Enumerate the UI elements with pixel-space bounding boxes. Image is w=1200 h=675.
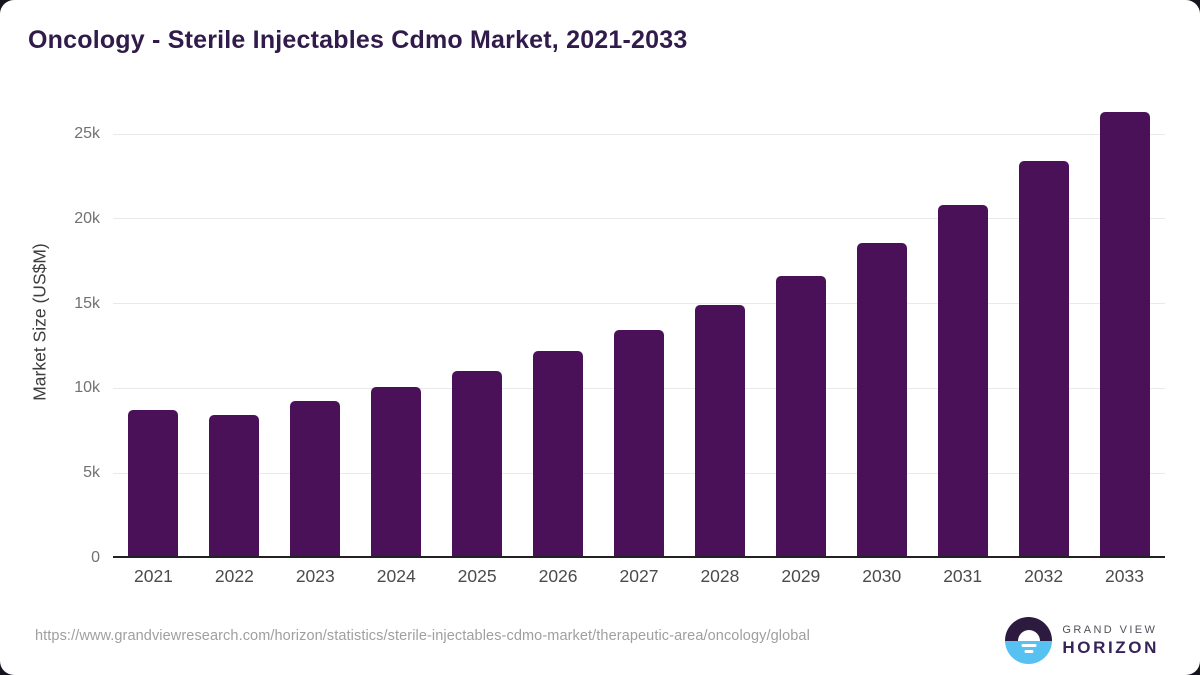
logo-ripple-2 — [1024, 649, 1034, 653]
gridline — [113, 218, 1165, 220]
bars-container — [113, 95, 1165, 558]
brand-logo: GRAND VIEW HORIZON — [1005, 617, 1159, 664]
bar-2027 — [613, 329, 664, 558]
x-tick-label: 2022 — [214, 566, 254, 586]
logo-ripple-1 — [1021, 643, 1037, 647]
x-tick-label: 2031 — [943, 566, 983, 586]
bar-2025 — [452, 371, 503, 558]
logo-grand-view-text: GRAND VIEW — [1062, 623, 1158, 636]
x-tick-label: 2023 — [295, 566, 335, 586]
logo-text: GRAND VIEW HORIZON — [1062, 624, 1159, 658]
x-tick-label: 2026 — [538, 566, 578, 586]
plot-area — [113, 95, 1165, 558]
x-tick-label: 2024 — [376, 566, 416, 586]
logo-horizon-text: HORIZON — [1062, 637, 1159, 657]
bar-slot — [841, 95, 922, 558]
y-axis-tick-labels: 0 5k 10k 15k 20k 25k — [20, 95, 100, 566]
y-tick-label: 10k — [74, 379, 100, 397]
bar-slot — [275, 95, 356, 558]
bar-slot — [113, 95, 194, 558]
bar-2022 — [209, 414, 260, 558]
logo-sky-half — [1005, 617, 1053, 641]
gridline — [113, 133, 1165, 135]
y-tick-label: 25k — [74, 125, 100, 142]
chart-title: Oncology - Sterile Injectables Cdmo Mark… — [28, 26, 688, 54]
bar-2023 — [290, 400, 341, 558]
x-tick-label: 2030 — [862, 566, 902, 586]
y-tick-label: 20k — [74, 209, 100, 227]
bar-2024 — [371, 387, 422, 558]
bar-slot — [599, 95, 680, 558]
bar-2026 — [533, 351, 584, 558]
bar-2032 — [1018, 161, 1069, 558]
x-tick-label: 2032 — [1024, 566, 1064, 586]
bar-2033 — [1099, 111, 1150, 558]
horizon-sunset-logo-icon — [1005, 617, 1053, 664]
bar-slot — [437, 95, 518, 558]
bar-slot — [679, 95, 760, 558]
bar-slot — [194, 95, 275, 558]
x-axis-line — [113, 556, 1165, 558]
bar-slot — [1084, 95, 1165, 558]
bar-slot — [356, 95, 437, 558]
bar-slot — [922, 95, 1003, 558]
bar-2030 — [856, 242, 907, 558]
logo-sun-shape — [1017, 629, 1040, 641]
x-tick-label: 2027 — [619, 566, 659, 586]
y-tick-label: 15k — [74, 294, 100, 312]
bar-slot — [518, 95, 599, 558]
x-tick-label: 2028 — [700, 566, 740, 586]
x-tick-label: 2033 — [1105, 566, 1144, 586]
x-tick-label: 2029 — [781, 566, 821, 586]
bar-slot — [760, 95, 841, 558]
bar-2021 — [128, 409, 179, 558]
bar-2031 — [937, 204, 988, 558]
y-tick-label: 0 — [91, 549, 100, 566]
x-axis-tick-labels: 2021 2022 2023 2024 2025 2026 2027 2028 2029 2030… — [113, 566, 1165, 587]
bar-2028 — [694, 304, 745, 558]
y-tick-label: 5k — [83, 464, 100, 482]
bar-2029 — [775, 275, 826, 558]
gridline — [113, 303, 1165, 305]
source-url: https://www.grandviewresearch.com/horizo… — [35, 628, 810, 644]
x-tick-label: 2021 — [133, 566, 173, 586]
x-tick-label: 2025 — [457, 566, 497, 586]
bar-slot — [1003, 95, 1084, 558]
